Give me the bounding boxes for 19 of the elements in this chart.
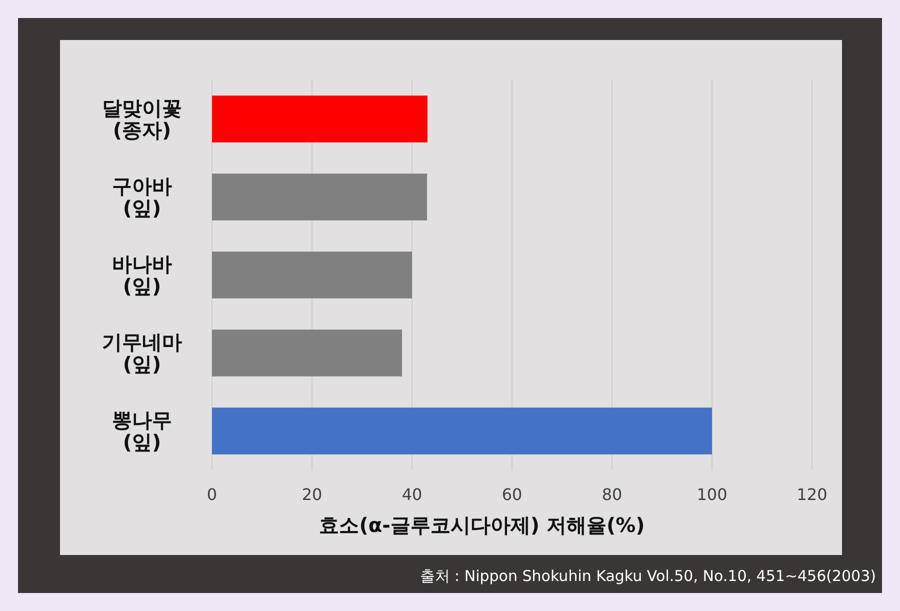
- x-tick-label: 20: [302, 485, 322, 504]
- x-tick-label: 60: [502, 485, 522, 504]
- bar: [212, 96, 428, 142]
- y-tick-label: 뽕나무 (잎): [112, 408, 172, 454]
- x-tick-label: 80: [602, 485, 622, 504]
- source-note: 출처 : Nippon Shokuhin Kagku Vol.50, No.10, 451~456(2003): [420, 567, 876, 585]
- x-tick-label: 40: [402, 485, 422, 504]
- bar: [212, 174, 427, 220]
- x-tick-label: 120: [796, 485, 828, 504]
- x-tick-label: 0: [206, 485, 218, 504]
- bar: [212, 408, 712, 454]
- y-tick-label: 구아바 (잎): [112, 174, 172, 220]
- y-tick-label: 바나바 (잎): [112, 252, 172, 298]
- y-tick-label: 달맞이꽃 (종자): [102, 96, 182, 142]
- y-tick-label: 기무네마 (잎): [102, 330, 182, 376]
- x-axis-title: 효소(α-글루코시다아제) 저해율(%): [319, 513, 645, 537]
- bar: [212, 330, 402, 376]
- bar: [212, 252, 412, 298]
- x-tick-label: 100: [696, 485, 728, 504]
